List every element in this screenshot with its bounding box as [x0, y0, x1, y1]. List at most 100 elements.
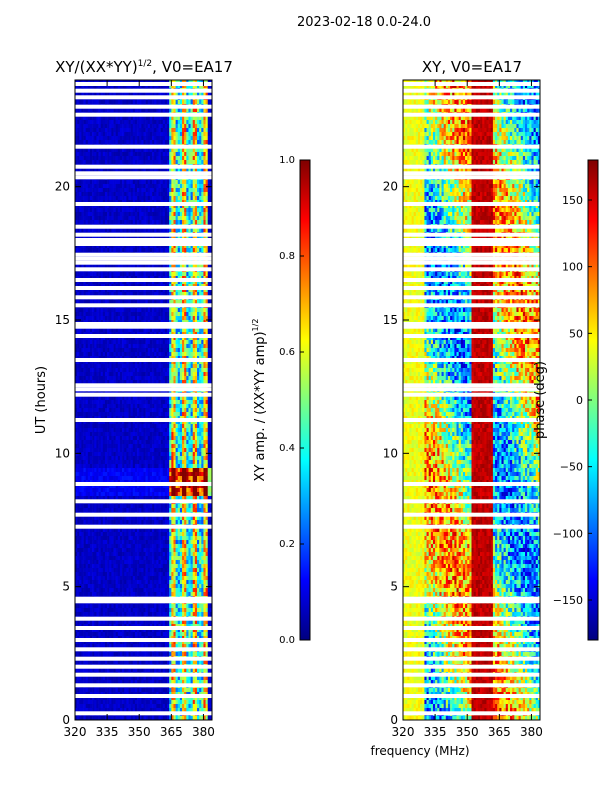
amplitude-cell [175, 364, 179, 369]
amplitude-cell [188, 300, 191, 305]
amplitude-cell [124, 192, 127, 197]
amplitude-cell [199, 152, 202, 157]
amplitude-cell [94, 92, 97, 97]
amplitude-cell [203, 168, 206, 173]
amplitude-cell [179, 100, 183, 105]
amplitude-cell [171, 344, 174, 349]
amplitude-cell [190, 372, 194, 377]
amplitude-cell [79, 264, 82, 269]
amplitude-cell [205, 208, 209, 213]
amplitude-cell [149, 184, 153, 189]
amplitude-cell [160, 184, 164, 189]
amplitude-cell [158, 272, 161, 277]
amplitude-cell [182, 328, 185, 333]
amplitude-cell [137, 132, 140, 137]
amplitude-cell [186, 348, 189, 353]
amplitude-cell [115, 156, 119, 161]
amplitude-cell [102, 292, 106, 297]
amplitude-cell [85, 300, 89, 305]
amplitude-cell [158, 180, 161, 185]
amplitude-cell [124, 128, 127, 133]
amplitude-cell [160, 180, 164, 185]
amplitude-cell [164, 328, 168, 333]
amplitude-cell [96, 148, 99, 153]
amplitude-cell [143, 188, 146, 193]
amplitude-cell [81, 348, 84, 353]
amplitude-cell [100, 352, 104, 357]
amplitude-cell [119, 340, 123, 345]
amplitude-cell [194, 152, 198, 157]
amplitude-cell [113, 120, 116, 125]
amplitude-cell [96, 360, 99, 365]
amplitude-cell [175, 148, 179, 153]
amplitude-cell [143, 84, 146, 89]
amplitude-cell [134, 216, 138, 221]
amplitude-cell [173, 372, 176, 377]
amplitude-cell [143, 316, 146, 321]
amplitude-cell [175, 132, 179, 137]
amplitude-cell [154, 312, 157, 317]
amplitude-cell [171, 220, 174, 225]
amplitude-cell [107, 288, 110, 293]
amplitude-cell [145, 264, 149, 269]
amplitude-cell [79, 204, 82, 209]
amplitude-cell [89, 244, 93, 249]
amplitude-cell [203, 92, 206, 97]
amplitude-cell [192, 120, 196, 125]
amplitude-plot-area[interactable] [75, 80, 212, 720]
amplitude-cell [98, 108, 101, 113]
amplitude-cell [132, 140, 136, 145]
amplitude-cell [137, 360, 140, 365]
amplitude-cell [156, 84, 159, 89]
amplitude-cell [126, 248, 129, 253]
amplitude-cell [167, 336, 170, 341]
amplitude-cell [167, 188, 170, 193]
amplitude-cell [194, 212, 198, 217]
amplitude-cell [77, 188, 80, 193]
amplitude-cell [209, 124, 212, 129]
amplitude-cell [190, 244, 194, 249]
amplitude-cell [197, 100, 200, 105]
amplitude-cell [104, 372, 108, 377]
amplitude-cell [143, 220, 146, 225]
amplitude-cell [96, 376, 99, 381]
amplitude-cell [102, 368, 106, 373]
amplitude-cell [100, 376, 104, 381]
amplitude-cell [111, 148, 114, 153]
amplitude-cell [134, 124, 138, 129]
amplitude-cell [207, 216, 211, 221]
amplitude-cell [132, 156, 136, 161]
amplitude-cell [79, 344, 82, 349]
amplitude-cell [179, 364, 183, 369]
amplitude-cell [162, 184, 166, 189]
amplitude-cell [149, 100, 153, 105]
amplitude-cell [77, 280, 80, 285]
amplitude-cell [117, 228, 121, 233]
amplitude-cell [205, 216, 209, 221]
amplitude-cell [141, 132, 144, 137]
amplitude-cell [117, 156, 121, 161]
amplitude-cell [137, 136, 140, 141]
amplitude-cell [205, 204, 209, 209]
amplitude-cell [158, 380, 161, 385]
amplitude-cell [109, 136, 112, 141]
amplitude-cell [162, 124, 166, 129]
amplitude-cell [111, 160, 114, 165]
amplitude-cell [132, 364, 136, 369]
amplitude-cell [160, 100, 164, 105]
amplitude-cell [156, 328, 159, 333]
amplitude-cell [164, 180, 168, 185]
amplitude-cell [98, 272, 101, 277]
amplitude-cell [169, 364, 172, 369]
amplitude-cell [201, 248, 204, 253]
amplitude-cell [167, 344, 170, 349]
amplitude-cell [197, 380, 200, 385]
amplitude-cell [81, 368, 84, 373]
amplitude-cell [154, 248, 157, 253]
amplitude-cell [134, 228, 138, 233]
amplitude-cell [77, 376, 80, 381]
amplitude-cell [201, 188, 204, 193]
amplitude-cell [186, 168, 189, 173]
amplitude-cell [188, 348, 191, 353]
amplitude-cell [207, 160, 211, 165]
